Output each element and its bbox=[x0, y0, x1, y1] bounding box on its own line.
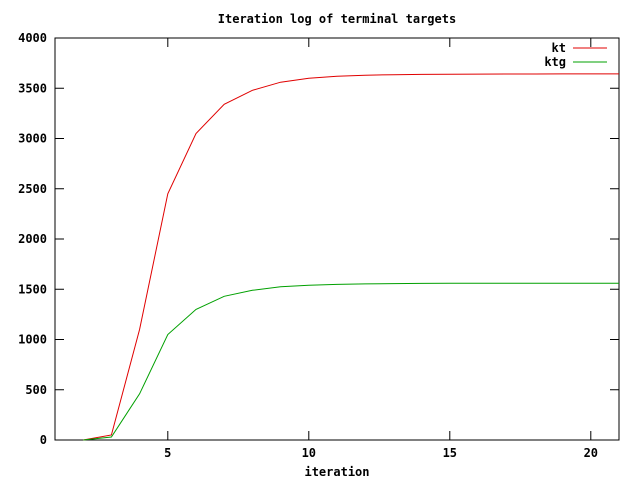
y-tick-label: 2000 bbox=[18, 232, 47, 246]
y-tick-label: 2500 bbox=[18, 182, 47, 196]
y-tick-label: 1000 bbox=[18, 333, 47, 347]
series-line-kt bbox=[83, 73, 619, 441]
chart-title: Iteration log of terminal targets bbox=[218, 12, 456, 26]
x-tick-label: 5 bbox=[164, 446, 171, 460]
series-lines bbox=[83, 73, 619, 441]
plot-frame bbox=[54, 37, 620, 441]
y-tick-label: 1500 bbox=[18, 282, 47, 296]
x-tick-label: 10 bbox=[302, 446, 316, 460]
legend-label-kt: kt bbox=[552, 41, 566, 55]
axis-ticks bbox=[55, 37, 619, 441]
y-tick-label: 3500 bbox=[18, 81, 47, 95]
y-tick-label: 3000 bbox=[18, 132, 47, 146]
series-line-ktg bbox=[83, 282, 619, 441]
legend-label-ktg: ktg bbox=[544, 55, 566, 69]
x-tick-label: 20 bbox=[584, 446, 598, 460]
y-tick-label: 0 bbox=[40, 433, 47, 447]
y-tick-label: 500 bbox=[25, 383, 47, 397]
y-tick-label: 4000 bbox=[18, 31, 47, 45]
x-tick-label: 15 bbox=[443, 446, 457, 460]
tick-labels: 0 500 1000 1500 2000 2500 3000 3500 4000 5 10 15 20 bbox=[18, 31, 598, 460]
x-axis-title: iteration bbox=[304, 465, 369, 479]
